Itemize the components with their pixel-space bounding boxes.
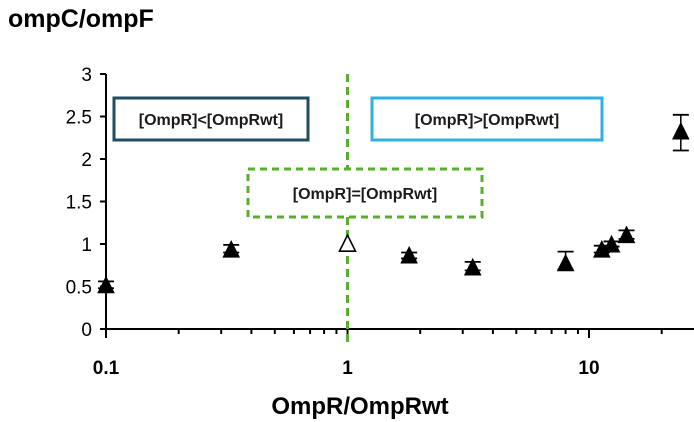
annotation-below-text: [OmpR]<[OmpRwt] xyxy=(139,112,283,129)
annotation-below-box xyxy=(112,96,310,142)
y-tick-label: 2 xyxy=(81,150,92,171)
triangle-marker xyxy=(400,245,418,264)
triangle-marker xyxy=(463,257,482,276)
y-tick-label: 1.5 xyxy=(66,193,92,214)
data-point xyxy=(556,250,575,272)
data-point xyxy=(97,275,115,294)
chart-title: ompC/ompF xyxy=(8,5,154,33)
y-tick-label: 2.5 xyxy=(66,108,92,129)
data-point xyxy=(672,113,690,152)
x-tick-label: 10 xyxy=(578,358,599,379)
x-tick-label: 0.1 xyxy=(93,358,120,379)
triangle-marker xyxy=(222,239,241,258)
data-point xyxy=(400,245,418,264)
triangle-marker xyxy=(97,275,115,294)
annotation-equal: [OmpR]=[OmpRwt] xyxy=(246,167,484,219)
x-axis-label: OmpR/OmpRwt xyxy=(271,393,448,420)
data-point xyxy=(222,239,241,258)
annotation-equal-text: [OmpR]=[OmpRwt] xyxy=(293,186,437,203)
annotation-below: [OmpR]<[OmpRwt] xyxy=(112,96,310,142)
triangle-marker xyxy=(672,121,690,140)
data-points xyxy=(97,113,690,294)
x-ticks: 0.1 1 10 xyxy=(93,329,663,379)
data-point xyxy=(463,257,482,276)
data-point xyxy=(338,233,357,252)
annotation-equal-box xyxy=(246,167,484,219)
y-tick-label: 1 xyxy=(81,235,92,256)
y-tick-label: 3 xyxy=(81,65,92,86)
x-tick-label: 1 xyxy=(342,358,353,379)
triangle-marker xyxy=(602,234,621,253)
annotation-above: [OmpR]>[OmpRwt] xyxy=(370,96,604,142)
data-point xyxy=(617,225,636,244)
y-ticks: 0 0.5 1 1.5 2 2.5 3 xyxy=(66,65,106,341)
triangle-marker-open xyxy=(338,233,357,252)
y-tick-label: 0.5 xyxy=(66,278,92,299)
y-tick-label: 0 xyxy=(81,320,92,341)
annotation-above-text: [OmpR]>[OmpRwt] xyxy=(415,112,559,129)
data-point xyxy=(602,234,621,253)
triangle-marker xyxy=(617,225,636,244)
triangle-marker xyxy=(556,253,575,272)
annotation-above-box xyxy=(370,96,604,142)
